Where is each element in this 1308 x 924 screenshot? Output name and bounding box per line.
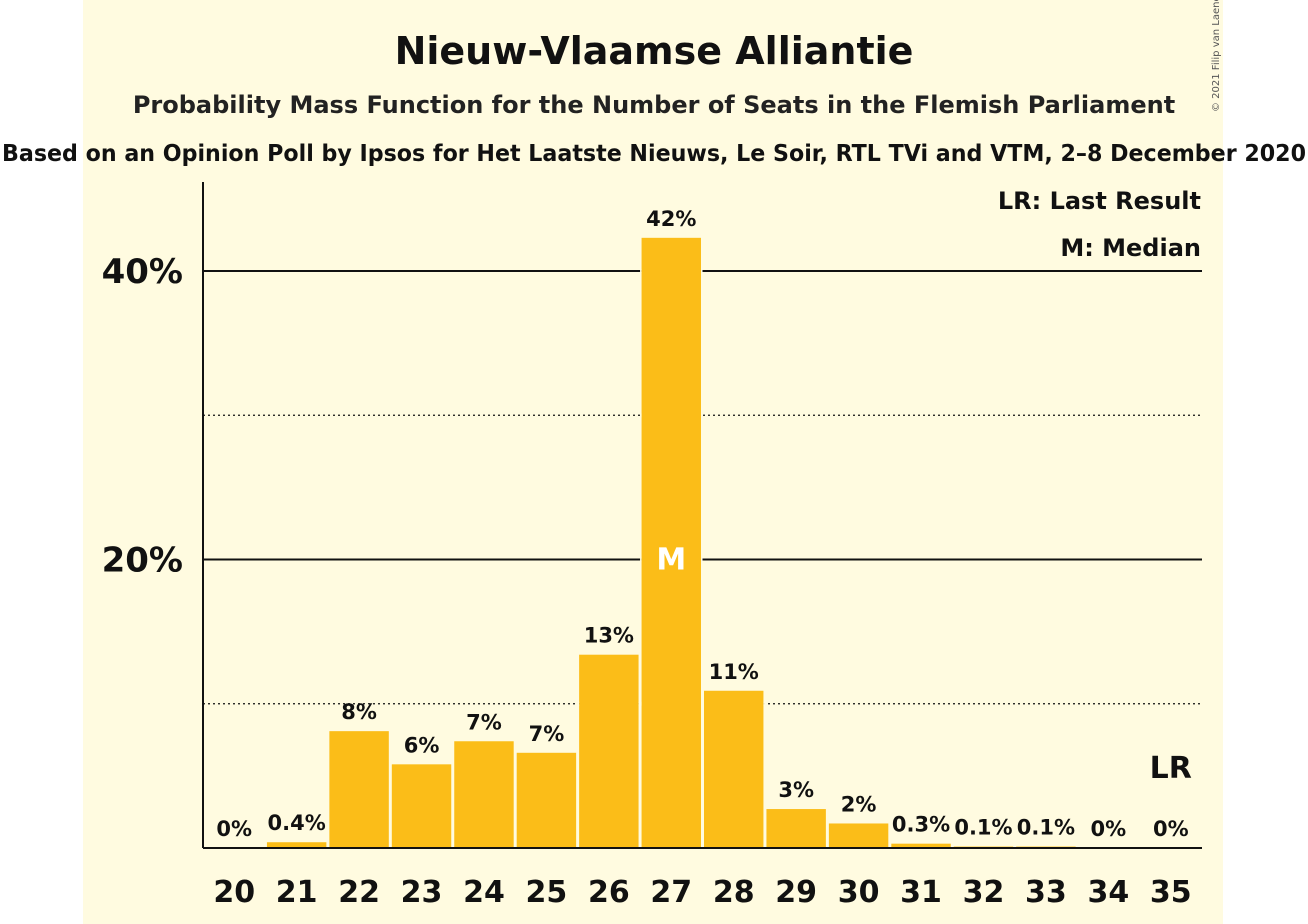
grid-gap [702,701,704,706]
y-tick-label: 40% [102,252,183,292]
legend-median: M: Median [1060,234,1201,262]
legend-last-result: LR: Last Result [998,187,1201,215]
copyright-notice: © 2021 Filip van Laenen [1211,0,1222,112]
bar-27 [641,237,701,848]
bar-26 [579,654,639,848]
x-tick-label-30: 30 [838,875,880,910]
value-label-23: 6% [404,733,440,757]
bar-31 [891,843,951,848]
x-tick-label-28: 28 [713,875,755,910]
bar-29 [766,809,826,848]
value-label-26: 13% [584,624,634,648]
bar-22 [329,731,389,848]
bar-23 [391,764,452,848]
x-tick-label-20: 20 [213,875,255,910]
grid-gap [701,557,703,562]
bar-24 [454,741,514,848]
x-tick-label-27: 27 [650,875,692,910]
value-label-20: 0% [216,817,252,841]
chart-source-line: Based on an Opinion Poll by Ipsos for He… [2,141,1306,167]
x-tick-label-34: 34 [1087,875,1129,910]
grid-gap [701,413,703,418]
grid-gap [701,701,703,706]
grid-gap [763,701,765,706]
last-result-marker: LR [1150,751,1192,786]
bar-25 [516,752,577,848]
x-tick-label-25: 25 [526,875,568,910]
bar-21 [266,842,327,848]
value-label-31: 0.3% [892,813,950,837]
x-tick-label-32: 32 [963,875,1005,910]
x-tick-label-29: 29 [775,875,817,910]
bar-28 [704,690,764,848]
x-tick-label-26: 26 [588,875,630,910]
median-marker: M [656,543,686,578]
value-label-33: 0.1% [1017,816,1075,840]
value-label-32: 0.1% [954,816,1012,840]
x-tick-label-35: 35 [1150,875,1192,910]
x-tick-label-23: 23 [401,875,443,910]
grid-gap [640,269,642,273]
value-labels: 0% 0.4%8%6%7% 7%13%42%M11%3%2%0.3% 0.1% 0.1%… [216,207,1192,841]
y-axis-ticks: 20% 40% [102,252,183,581]
grid-gap [577,701,580,706]
value-label-30: 2% [841,792,877,816]
value-label-24: 7% [466,710,502,734]
value-label-34: 0% [1091,817,1127,841]
grid-gap [640,701,642,706]
x-tick-label-33: 33 [1025,875,1067,910]
value-label-22: 8% [341,700,377,724]
grid-gap [701,269,703,273]
grid-gap [638,701,641,706]
chart-subtitle: Probability Mass Function for the Number… [133,91,1175,119]
value-label-21: 0.4% [268,811,326,835]
x-tick-label-22: 22 [338,875,380,910]
x-tick-label-31: 31 [900,875,942,910]
bar-30 [828,823,889,848]
value-label-29: 3% [778,778,814,802]
value-label-27: 42% [646,207,696,231]
y-tick-label: 20% [102,541,183,581]
value-label-28: 11% [709,660,759,684]
value-label-25: 7% [529,722,565,746]
bars [266,237,1076,848]
value-label-35: 0% [1153,817,1189,841]
grid-gap [640,413,642,418]
x-axis-ticks: 20 21 22 23 24 25 26 27 28 29 30 31 32 33 34 35 [213,875,1191,910]
chart-title: Nieuw-Vlaamse Alliantie [395,29,914,73]
x-tick-label-21: 21 [276,875,318,910]
grid-gap [640,557,642,562]
x-tick-label-24: 24 [463,875,505,910]
